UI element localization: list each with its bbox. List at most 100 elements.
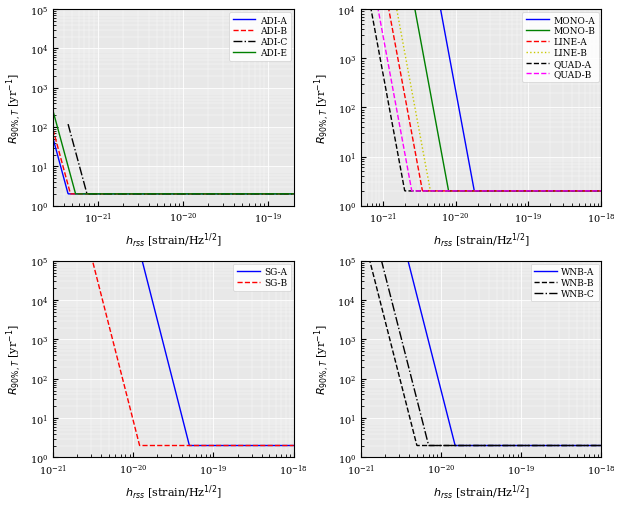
WNB-B [405,410,412,416]
ADI-B [159,191,166,197]
Line: ADI-B: ADI-B [53,130,293,194]
Line: SG-A: SG-A [97,249,293,445]
Y-axis label: $R_{90\%,T}$ [yr$^{-1}$]: $R_{90\%,T}$ [yr$^{-1}$] [4,324,24,395]
ADI-E [210,191,218,197]
LINE-B [409,90,416,96]
MONO-A [529,188,536,194]
ADI-C [215,191,223,197]
LINE-A [518,188,526,194]
MONO-A [506,188,513,194]
ADI-E [290,191,297,197]
Y-axis label: $R_{90\%,T}$ [yr$^{-1}$]: $R_{90\%,T}$ [yr$^{-1}$] [312,324,332,395]
SG-B [136,442,144,448]
ADI-B [210,191,218,197]
ADI-B [192,191,199,197]
SG-A [290,442,297,448]
LINE-A [598,188,605,194]
SG-A [225,442,232,448]
QUAD-A [466,188,474,194]
SG-B [213,442,220,448]
ADI-E [72,191,79,197]
SG-A [144,278,151,284]
MONO-A [542,188,550,194]
WNB-A [544,442,552,448]
MONO-B [494,188,502,194]
LINE-B [521,188,529,194]
ADI-B [50,127,57,133]
Line: LINE-B: LINE-B [371,0,601,191]
QUAD-B [469,188,477,194]
WNB-C [430,442,437,448]
QUAD-A [539,188,546,194]
X-axis label: $h_{rss}$ [strain/Hz$^{1/2}$]: $h_{rss}$ [strain/Hz$^{1/2}$] [125,231,222,249]
LINE-B [472,188,480,194]
SG-B [194,442,202,448]
ADI-C [64,122,72,128]
MONO-A [471,188,478,194]
ADI-B [290,191,297,197]
MONO-A [473,188,480,194]
SG-A [182,429,190,435]
WNB-B [414,442,421,448]
QUAD-B [404,169,412,175]
SG-B [116,365,123,371]
LINE-B [541,188,549,194]
WNB-C [474,442,482,448]
Line: ADI-C: ADI-C [68,125,293,194]
MONO-A [557,188,564,194]
ADI-E [192,191,199,197]
Line: QUAD-B: QUAD-B [366,0,601,191]
LINE-A [499,188,507,194]
ADI-B [112,191,119,197]
Legend: WNB-A, WNB-B, WNB-C: WNB-A, WNB-B, WNB-C [531,264,599,302]
WNB-A [381,246,389,252]
ADI-A [92,191,100,197]
Line: SG-B: SG-B [60,249,293,445]
ADI-C [234,191,242,197]
MONO-B [598,188,605,194]
ADI-A [231,191,238,197]
LINE-B [427,188,435,194]
ADI-E [50,109,57,115]
SG-A [185,442,193,448]
QUAD-A [518,188,526,194]
ADI-E [231,191,238,197]
QUAD-B [409,188,416,194]
LINE-A [400,86,407,92]
SG-B [290,442,297,448]
WNB-C [542,442,549,448]
Line: QUAD-A: QUAD-A [361,0,601,191]
Line: ADI-E: ADI-E [53,112,293,194]
Legend: MONO-A, MONO-B, LINE-A, LINE-B, QUAD-A, QUAD-B: MONO-A, MONO-B, LINE-A, LINE-B, QUAD-A, … [523,13,599,83]
Line: ADI-A: ADI-A [53,139,293,194]
WNB-B [502,442,509,448]
LINE-B [503,188,511,194]
Line: MONO-A: MONO-A [434,0,601,191]
WNB-B [424,442,432,448]
ADI-A [112,191,119,197]
Line: WNB-A: WNB-A [385,249,601,445]
MONO-B [445,188,453,194]
LINE-A [539,188,546,194]
Y-axis label: $R_{90\%,T}$ [yr$^{-1}$]: $R_{90\%,T}$ [yr$^{-1}$] [312,73,332,143]
QUAD-B [598,188,605,194]
WNB-C [371,246,379,252]
MONO-A [598,188,605,194]
QUAD-A [419,188,427,194]
LINE-A [419,188,427,194]
ADI-C [290,191,297,197]
QUAD-B [520,188,528,194]
ADI-A [50,136,57,142]
X-axis label: $h_{rss}$ [strain/Hz$^{1/2}$]: $h_{rss}$ [strain/Hz$^{1/2}$] [433,231,529,249]
WNB-A [598,442,605,448]
X-axis label: $h_{rss}$ [strain/Hz$^{1/2}$]: $h_{rss}$ [strain/Hz$^{1/2}$] [433,482,529,500]
ADI-B [67,191,74,197]
ADI-A [210,191,218,197]
ADI-C [84,191,91,197]
ADI-E [112,191,119,197]
Legend: SG-A, SG-B: SG-A, SG-B [233,264,291,291]
MONO-B [535,188,542,194]
QUAD-B [423,188,431,194]
ADI-B [92,191,100,197]
ADI-C [105,191,112,197]
